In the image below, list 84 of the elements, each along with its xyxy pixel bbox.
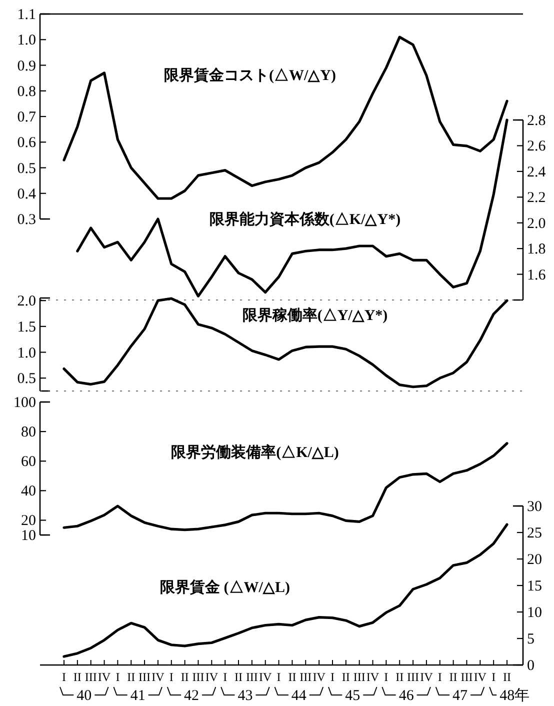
y-tick-label: 100 [14,395,36,411]
x-tick-label: I [276,670,281,684]
y-tick-label: 2.8 [527,113,546,129]
x-tick-label: III [246,670,258,684]
x-tick-label: III [84,670,97,684]
x-tick-label: III [353,670,366,684]
y-tick-label: 40 [21,484,36,500]
x-tick-label: IV [366,670,380,684]
x-tick-label: II [288,670,296,684]
x-tick-label: IV [474,670,487,684]
text: 47 [452,688,468,704]
y-tick-label: 0.5 [17,371,36,388]
text: 45 [345,688,360,704]
x-tick-label: I [116,670,120,684]
text: 限界稼働率(△Y/△Y*) [242,306,388,324]
y-tick-label: 1.0 [17,32,36,49]
y2-tick-label: 25 [527,526,542,542]
text: 41 [130,688,146,704]
x-tick-label: II [342,670,350,684]
x-tick-label: II [127,670,136,684]
x-tick-label: IV [152,670,165,684]
x-tick-label: I [492,670,496,684]
y-tick-label: 1.5 [17,319,36,336]
y2-tick-label: 30 [527,499,542,515]
x-tick-label: II [503,670,511,684]
line-series [62,36,508,200]
line-series [62,297,508,388]
y2-tick-label: 15 [527,578,542,594]
x-tick-label: III [138,670,151,684]
y-tick-label: 2.0 [17,294,36,310]
x-tick-label: II [449,670,458,684]
x-tick-label: IV [259,670,272,684]
x-tick-label: IV [98,670,111,684]
text: 48年 [500,687,530,704]
text: 限界賃金 (△W/△L) [160,579,290,596]
text: 43 [238,688,253,704]
y-tick-label: 0.7 [17,110,36,126]
x-tick-label: II [180,670,189,684]
text: 40 [76,688,92,704]
y-tick-label: 1.0 [17,345,36,362]
text: 限界能力資本係数(△K/△Y*) [209,211,401,228]
text: 限界労働装備率(△K/△L) [171,443,339,461]
y-tick-label: 10 [21,528,36,544]
x-tick-label: I [62,670,66,684]
text: 限界賃金コスト(△W/△Y) [164,67,336,84]
y2-tick-label: 5 [527,632,534,648]
y-tick-label: 2.0 [527,216,546,232]
y-tick-label: 2.4 [527,164,546,180]
y-tick-label: 20 [21,513,36,530]
line-series [76,118,508,298]
x-tick-label: I [330,670,334,684]
x-tick-label: II [234,670,243,684]
y-tick-label: 2.2 [527,190,546,206]
x-tick-label: II [73,670,82,684]
y-tick-label: 0.9 [17,58,36,74]
y-tick-label: 1.8 [527,242,546,258]
x-tick-label: III [407,670,420,684]
y-tick-label: 0.8 [17,84,36,100]
x-tick-label: I [438,670,442,684]
x-tick-label: IV [420,670,434,684]
y-tick-label: 0.6 [17,135,36,152]
x-tick-label: I [223,670,228,684]
x-tick-label: III [300,670,312,684]
y-tick-label: 0.3 [17,212,36,228]
y-tick-label: 1.1 [17,7,36,23]
x-tick-label: IV [312,670,326,684]
text: 46 [398,688,414,704]
line-series [62,523,508,658]
y2-tick-label: 0 [527,658,534,674]
y-tick-label: 2.6 [527,138,546,155]
y-tick-label: 60 [21,454,36,470]
x-tick-label: III [192,670,204,684]
y-tick-label: 80 [21,424,36,441]
x-tick-label: IV [205,670,218,684]
x-tick-label: I [169,670,174,684]
y-tick-label: 0.4 [17,186,36,202]
x-tick-label: I [384,670,388,684]
y-tick-label: 0.5 [17,160,36,177]
line-series [62,442,508,532]
text: 44 [291,688,307,704]
text: 42 [184,688,200,704]
x-tick-label: II [396,670,404,684]
x-tick-label: III [460,670,473,684]
y-tick-label: 1.6 [527,267,546,284]
